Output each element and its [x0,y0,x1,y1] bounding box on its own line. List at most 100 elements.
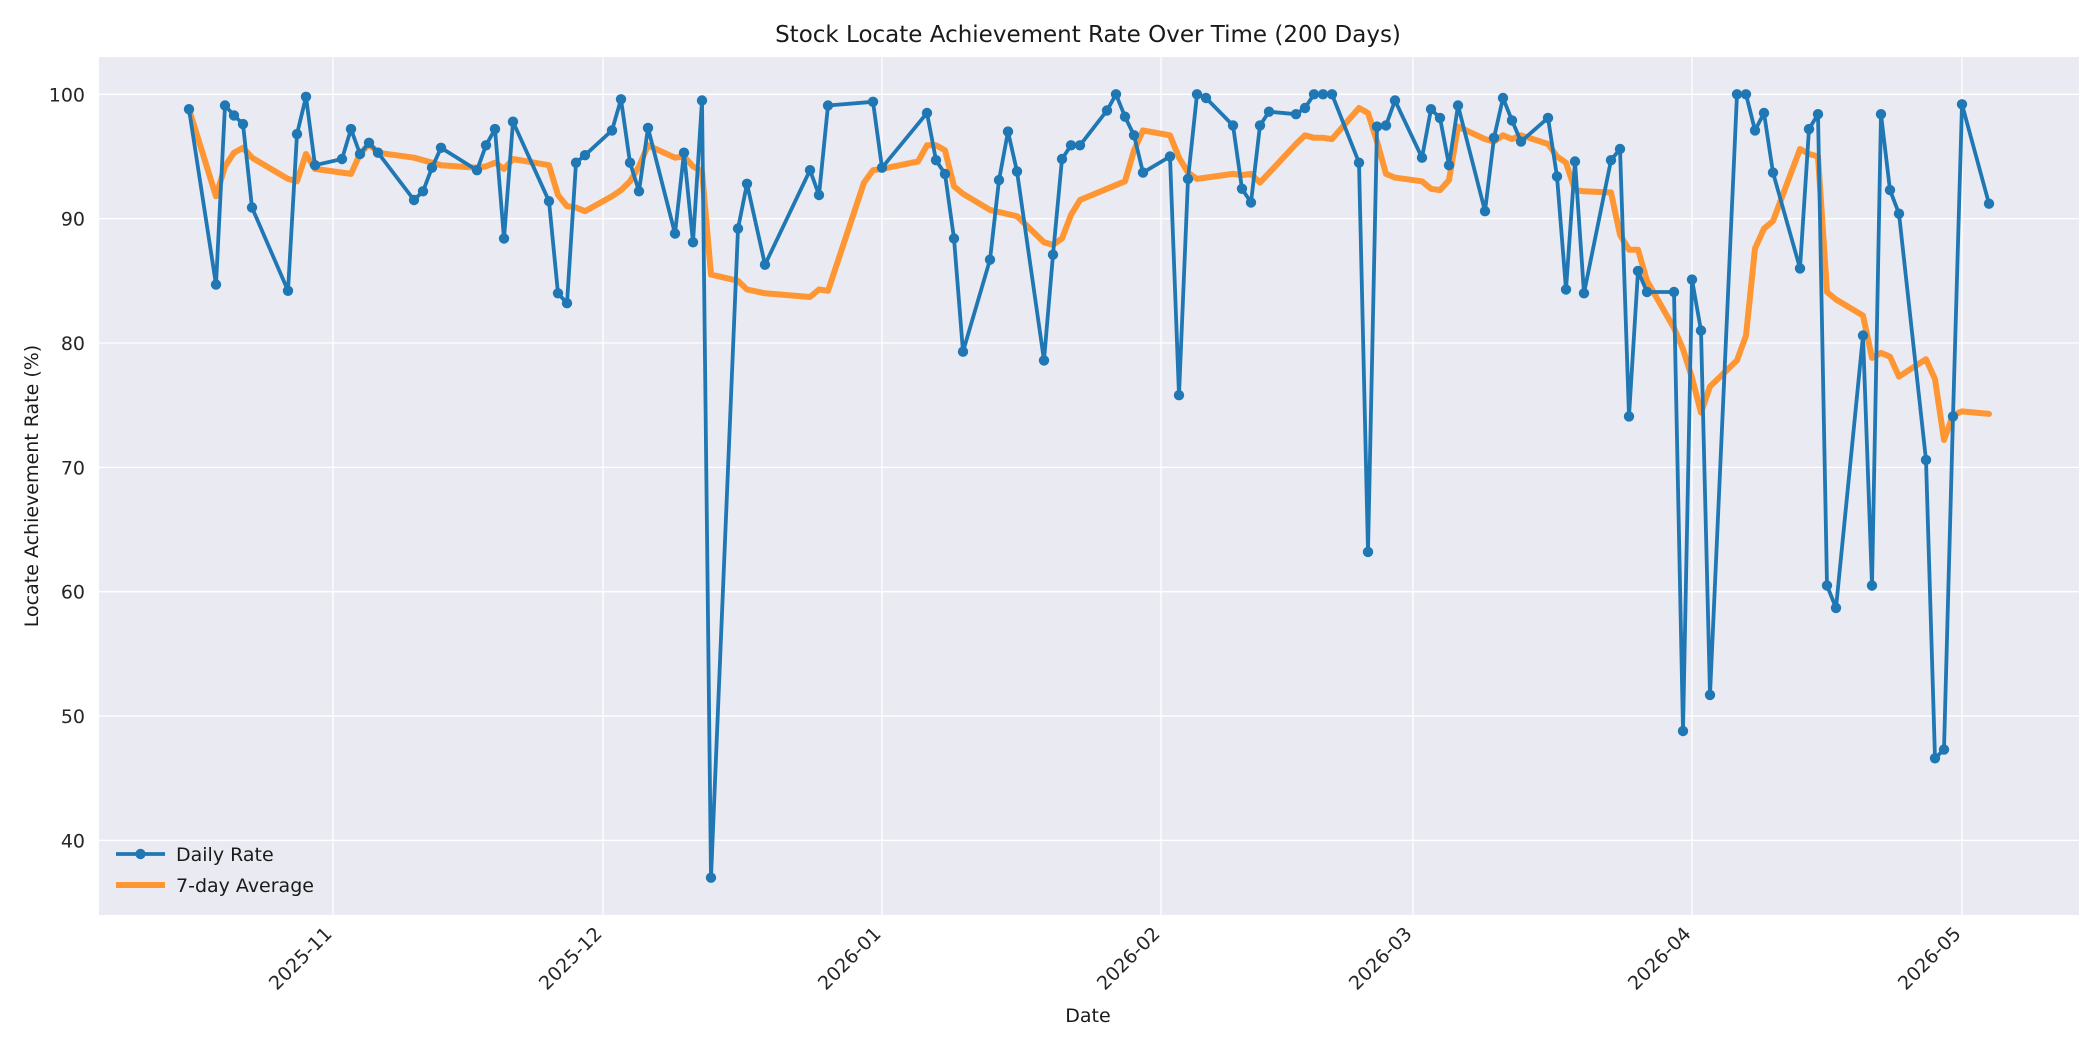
data-point [1551,171,1563,182]
data-point [210,279,222,290]
x-tick-label: 2025-11 [265,923,337,995]
data-point [1164,151,1176,162]
data-point [1290,109,1302,120]
y-tick-label: 100 [49,84,85,106]
y-tick-label: 70 [61,457,85,479]
data-point [1875,109,1887,120]
data-point [1749,125,1761,136]
data-point [633,186,645,197]
data-point [687,237,699,248]
data-point [1884,184,1896,196]
data-point [606,125,618,136]
data-point [930,155,942,166]
y-tick-label: 60 [61,582,85,604]
plot-area [99,57,2079,915]
data-point [732,223,744,234]
data-point [1506,115,1518,126]
data-point [543,196,555,207]
data-point [984,254,996,265]
data-point [813,189,825,201]
data-point [228,110,240,121]
data-point [1200,92,1212,104]
legend-marker-daily-rate [135,848,146,860]
data-point [237,118,249,130]
data-point [1929,753,1941,764]
data-point [1011,166,1023,177]
data-point [642,122,654,134]
legend-label-7-day-average: 7-day Average [176,875,314,897]
data-point [1866,580,1878,591]
data-point [1983,198,1995,209]
data-point [1308,89,1320,100]
data-point [615,94,627,105]
data-point [1668,286,1680,298]
series-daily-rate [183,89,1995,883]
y-axis-ticks: 40 50 60 70 80 90 100 [49,84,85,852]
series-line-7-day-average [186,105,1992,443]
y-tick-label: 40 [61,830,85,852]
data-point [1893,208,1905,219]
data-point [1578,288,1590,299]
data-point [822,100,834,111]
data-point [1191,89,1203,100]
data-point [1686,274,1698,285]
x-axis-ticks: 2025-11 2025-12 2026-01 2026-02 2026-03 2026-… [265,923,1966,995]
data-point [1938,744,1950,755]
data-point [1002,126,1014,137]
data-point [1614,143,1626,155]
data-point [1137,167,1149,178]
data-point [876,162,888,173]
data-point [1740,89,1752,100]
y-tick-label: 90 [61,209,85,231]
data-point [1758,107,1770,119]
data-point [1479,206,1491,217]
data-point [219,100,231,111]
data-point [1794,263,1806,274]
x-tick-label: 2026-05 [1894,923,1966,995]
data-point [282,285,294,296]
grid-lines [99,57,2079,915]
data-point [921,107,933,119]
data-point [1227,120,1239,131]
data-point [1731,89,1743,100]
data-point [426,162,438,173]
data-point [408,194,420,206]
data-point [1434,112,1446,124]
data-point [336,153,348,165]
data-point [1128,130,1140,141]
x-tick-label: 2026-01 [814,923,886,995]
data-point [1515,136,1527,147]
data-point [678,147,690,158]
y-tick-label: 80 [61,333,85,355]
data-point [507,116,519,127]
data-point [1560,284,1572,295]
data-point [1812,109,1824,120]
x-tick-label: 2026-03 [1345,923,1417,995]
series-7-day-average [186,105,1992,443]
data-point [1695,325,1707,336]
data-point [1038,355,1050,366]
data-point [1047,249,1059,260]
series-line-daily-rate [187,92,1991,880]
chart-title: Stock Locate Achievement Rate Over Time … [775,22,1401,48]
data-point [957,346,969,357]
data-point [1767,167,1779,178]
data-point [435,142,447,153]
data-point [1380,120,1392,131]
data-point [1803,123,1815,135]
data-point [1119,111,1131,122]
data-point [1362,546,1374,558]
data-point [804,165,816,176]
data-point [1857,330,1869,341]
x-tick-label: 2026-02 [1093,923,1165,995]
data-point [696,95,708,106]
data-point [1182,173,1194,185]
x-axis-label: Date [1065,1005,1110,1027]
data-point [1956,99,1968,110]
data-point [480,140,492,151]
data-point [669,228,681,239]
data-point [1065,140,1077,151]
data-point [1326,89,1338,100]
data-point [993,174,1005,186]
